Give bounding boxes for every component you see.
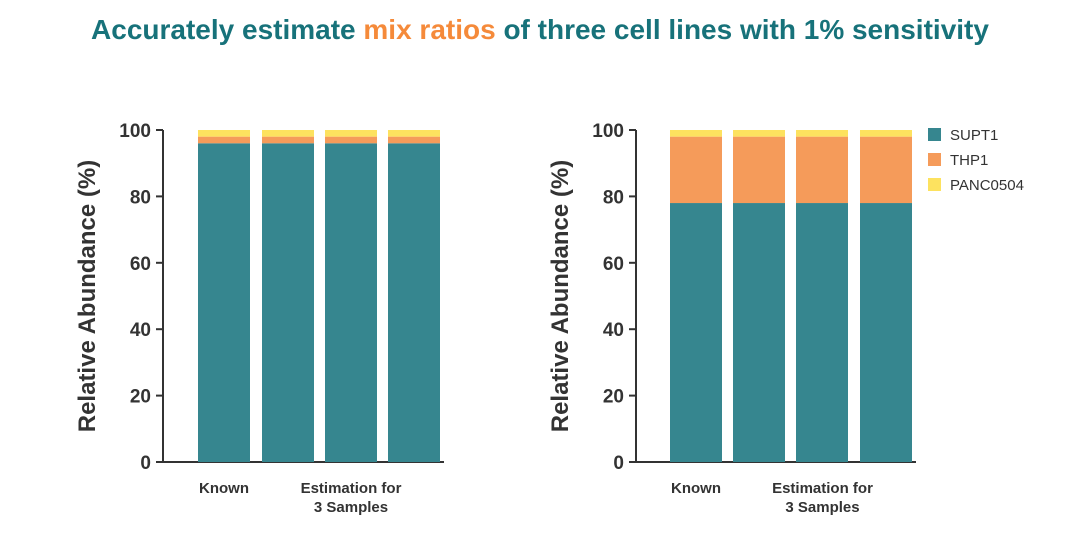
legend-swatch-supt1 [928,128,941,141]
legend-swatch-thp1 [928,153,941,166]
bar-supt1 [860,203,912,463]
y-tick-label: 100 [119,121,151,142]
x-label-estimation: Estimation for [772,480,873,497]
title-text-end: of three cell lines with 1% sensitivity [495,14,989,45]
bar-supt1 [670,203,722,463]
legend-label: SUPT1 [950,127,998,144]
y-tick-label: 60 [130,254,151,275]
legend-swatch-panc0504 [928,178,941,191]
bar-panc0504 [325,130,377,137]
bar-panc0504 [860,130,912,137]
bar-panc0504 [796,130,848,137]
y-tick-label: 20 [603,387,624,408]
x-label-known: Known [199,480,249,497]
title-highlight: mix ratios [363,14,496,45]
x-label-estimation: 3 Samples [314,499,388,516]
y-tick-label: 80 [603,187,624,208]
legend-label: PANC0504 [950,177,1024,194]
y-axis-label: Relative Abundance (%) [74,160,101,433]
y-tick-label: 60 [603,254,624,275]
bar-thp1 [198,136,250,144]
bar-thp1 [860,136,912,204]
y-axis-label: Relative Abundance (%) [547,160,574,433]
bar-thp1 [262,136,314,144]
y-tick-label: 80 [130,187,151,208]
y-tick-label: 40 [130,320,151,341]
bar-panc0504 [670,130,722,137]
y-tick-label: 0 [613,453,624,474]
x-label-estimation: Estimation for [301,480,402,497]
bar-supt1 [325,143,377,462]
page-title: Accurately estimate mix ratios of three … [0,14,1080,46]
y-tick-label: 100 [592,121,624,142]
bar-thp1 [796,136,848,204]
legend-label: THP1 [950,152,988,169]
y-tick-label: 20 [130,387,151,408]
bar-thp1 [325,136,377,144]
bar-thp1 [670,136,722,204]
y-tick-label: 40 [603,320,624,341]
bar-panc0504 [198,130,250,137]
y-tick-label: 0 [140,453,151,474]
bar-supt1 [796,203,848,463]
bar-panc0504 [262,130,314,137]
bar-panc0504 [733,130,785,137]
bar-panc0504 [388,130,440,137]
x-label-estimation: 3 Samples [785,499,859,516]
bar-supt1 [198,143,250,462]
bar-thp1 [388,136,440,144]
bar-thp1 [733,136,785,204]
bar-supt1 [262,143,314,462]
bar-supt1 [388,143,440,462]
bar-supt1 [733,203,785,463]
x-label-known: Known [671,480,721,497]
title-text: Accurately estimate [91,14,364,45]
